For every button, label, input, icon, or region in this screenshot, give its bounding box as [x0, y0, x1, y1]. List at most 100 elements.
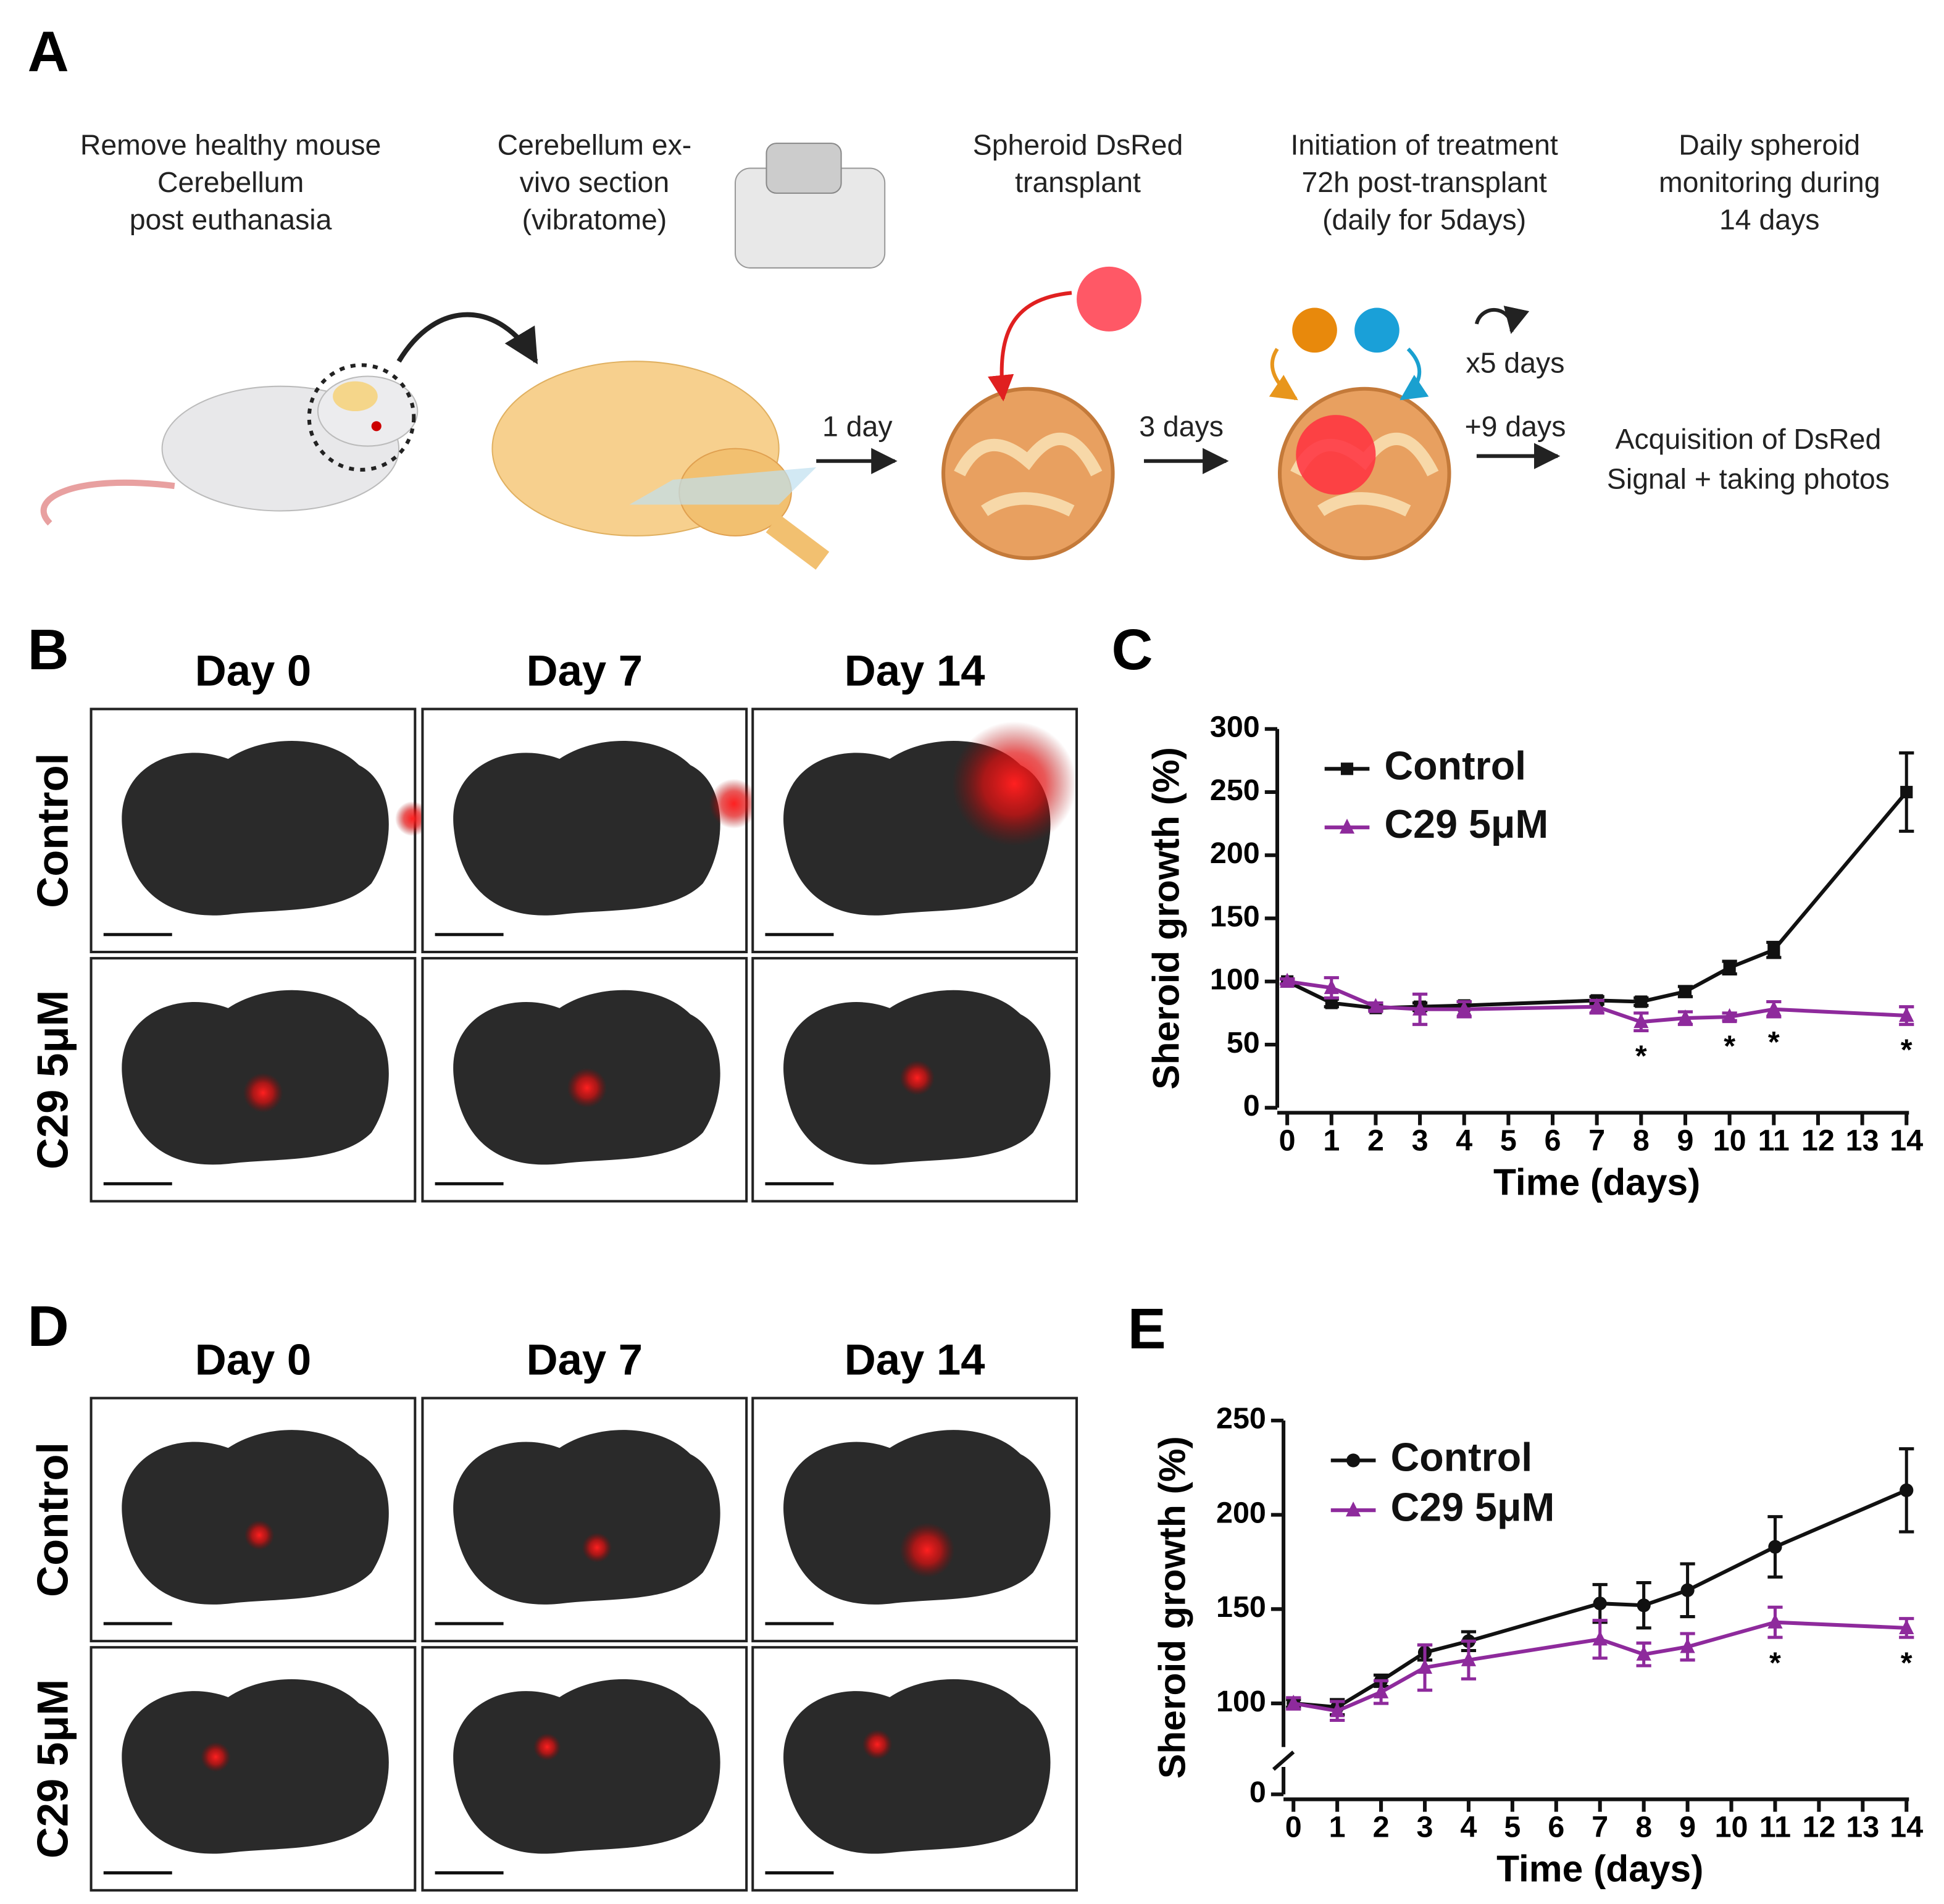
legend-label: Control — [1391, 1435, 1533, 1480]
marker — [1723, 961, 1736, 974]
step-caption: Remove healthy mouse — [80, 128, 382, 161]
y-tick-label: 50 — [1227, 1026, 1260, 1059]
x-axis-label: Time (days) — [1496, 1848, 1703, 1890]
y-tick-label: 150 — [1216, 1590, 1266, 1624]
tissue — [122, 1430, 389, 1605]
micrograph — [90, 1397, 417, 1643]
dsred-signal — [533, 1733, 561, 1761]
x-tick-label: 11 — [1759, 1811, 1791, 1844]
step-caption: (vibratome) — [522, 204, 667, 236]
dsred-signal — [952, 721, 1077, 846]
column-header: Day 7 — [527, 646, 643, 695]
legend-label: Control — [1385, 743, 1527, 788]
step-caption: transplant — [1015, 166, 1141, 198]
x-tick-label: 1 — [1329, 1811, 1346, 1844]
marker — [1456, 1000, 1472, 1016]
marker — [1766, 1000, 1782, 1016]
step-caption: Cerebellum ex- — [498, 128, 692, 161]
micrograph — [751, 1646, 1078, 1892]
marker — [1900, 1483, 1914, 1498]
significance: * — [1769, 1646, 1781, 1679]
x-tick-label: 13 — [1846, 1811, 1879, 1844]
row-label: Control — [28, 753, 77, 908]
marker — [1636, 1645, 1651, 1661]
dsred-signal — [243, 1072, 283, 1113]
illustrations — [40, 143, 1561, 570]
row-label: C29 5μM — [28, 1679, 77, 1859]
x-tick-label: 7 — [1588, 1124, 1605, 1158]
row-label: Control — [28, 1442, 77, 1597]
significance: * — [1635, 1040, 1647, 1073]
x-tick-label: 7 — [1591, 1811, 1608, 1844]
marker — [1899, 1006, 1914, 1022]
x-tick-label: 12 — [1801, 1124, 1835, 1158]
panel-label: D — [28, 1294, 69, 1358]
y-tick-label: 250 — [1210, 774, 1260, 807]
dsred-signal — [201, 1742, 231, 1772]
dsred-signal — [244, 1520, 275, 1550]
x-tick-label: 6 — [1548, 1811, 1564, 1844]
y-tick-label: 100 — [1210, 963, 1260, 996]
tissue — [122, 741, 389, 916]
micrograph — [751, 708, 1078, 954]
marker — [1280, 972, 1295, 988]
legend-label: C29 5μM — [1391, 1485, 1555, 1529]
marker — [1368, 998, 1383, 1013]
tissue — [783, 1430, 1051, 1605]
marker — [1417, 1658, 1433, 1674]
micrograph — [421, 708, 759, 954]
arrow-label: x5 days — [1466, 347, 1565, 379]
marker — [1679, 985, 1692, 998]
tissue — [453, 1430, 720, 1605]
axis-break — [1272, 1750, 1295, 1771]
step-caption: Initiation of treatment — [1290, 128, 1558, 161]
x-tick-label: 4 — [1456, 1124, 1472, 1158]
y-axis-label: Sheroid growth (%) — [1151, 1436, 1193, 1779]
marker — [1373, 1683, 1389, 1698]
column-header: Day 7 — [527, 1335, 643, 1384]
y-axis-label: Sheroid growth (%) — [1145, 747, 1187, 1090]
micrograph — [90, 957, 417, 1203]
legend-marker — [1346, 1453, 1361, 1468]
panel-label: C — [1112, 617, 1153, 682]
marker — [1592, 1631, 1608, 1646]
dsred-signal — [899, 1522, 955, 1578]
y-tick-label: 200 — [1216, 1496, 1266, 1529]
micrograph — [90, 708, 430, 954]
marker — [1767, 1613, 1783, 1629]
x-tick-label: 2 — [1373, 1811, 1390, 1844]
step-caption: post euthanasia — [130, 204, 332, 236]
x-tick-label: 12 — [1802, 1811, 1835, 1844]
marker — [1635, 995, 1648, 1008]
x-tick-label: 3 — [1417, 1811, 1433, 1844]
marker — [1593, 1597, 1607, 1611]
marker — [1768, 1540, 1782, 1554]
series-line — [1293, 1489, 1908, 1710]
marker — [1286, 1694, 1301, 1710]
y-tick-label: 150 — [1210, 900, 1260, 933]
column-header: Day 14 — [845, 646, 985, 695]
arrow-label: 1 day — [822, 411, 893, 443]
panel-label: B — [28, 617, 69, 682]
step-caption: (daily for 5days) — [1322, 204, 1526, 236]
micrograph — [421, 1397, 748, 1643]
significance: * — [1901, 1646, 1913, 1679]
x-tick-label: 11 — [1758, 1124, 1790, 1158]
tissue — [783, 1679, 1051, 1854]
x-axis-label: Time (days) — [1493, 1161, 1700, 1203]
x-tick-label: 9 — [1679, 1811, 1696, 1844]
dsred-signal — [582, 1532, 612, 1563]
marker — [1767, 943, 1780, 956]
marker — [1722, 1008, 1737, 1024]
dsred-signal — [567, 1067, 607, 1108]
tissue — [122, 1679, 389, 1854]
marker — [1637, 1598, 1651, 1613]
legend-marker — [1345, 1501, 1361, 1517]
y-tick-label: 0 — [1249, 1776, 1266, 1809]
x-tick-label: 14 — [1890, 1811, 1923, 1844]
arrow-label: +9 days — [1465, 411, 1566, 443]
x-tick-label: 5 — [1500, 1124, 1517, 1158]
x-tick-label: 8 — [1633, 1124, 1650, 1158]
significance: * — [1901, 1033, 1913, 1067]
